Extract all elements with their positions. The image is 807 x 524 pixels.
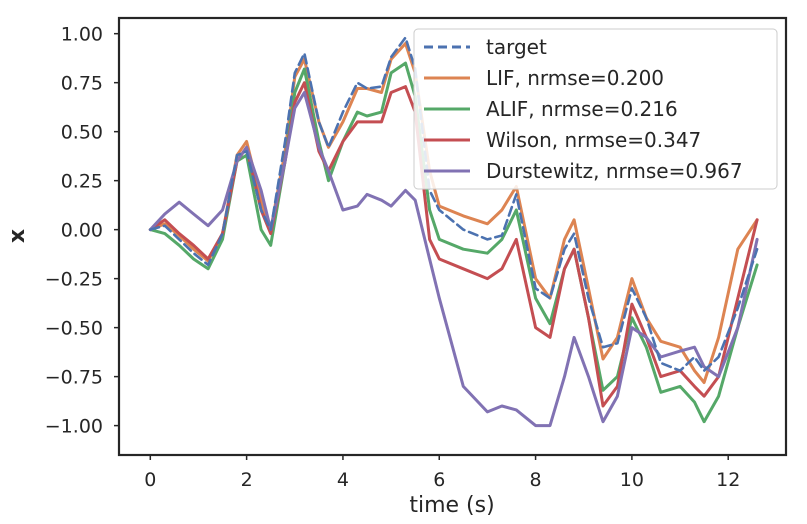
legend: target LIF, nrmse=0.200 ALIF, nrmse=0.216 W… [413, 28, 778, 190]
x-tick-label: 10 [620, 469, 644, 491]
x-tick-label: 6 [433, 469, 445, 491]
x-tick-label: 2 [241, 469, 253, 491]
legend-label: Wilson, nrmse=0.347 [486, 128, 701, 152]
x-tick-label: 8 [530, 469, 542, 491]
x-tick-label: 4 [337, 469, 349, 491]
y-tick-label: −0.75 [45, 367, 103, 389]
series-line-4 [148, 91, 759, 428]
y-tick-label: −0.50 [45, 318, 103, 340]
legend-label: target [486, 35, 547, 59]
x-tick-label: 0 [144, 469, 156, 491]
y-axis-label: x [5, 229, 30, 243]
y-tick-label: 0.50 [61, 122, 103, 144]
x-axis-label: time (s) [409, 493, 494, 518]
y-tick-label: −1.00 [45, 416, 103, 438]
y-tick-label: 0.75 [61, 73, 103, 95]
legend-box [413, 28, 778, 190]
legend-label: LIF, nrmse=0.200 [486, 66, 664, 90]
legend-label: ALIF, nrmse=0.216 [486, 97, 678, 121]
plot-frame [117, 16, 788, 457]
y-tick-label: −0.25 [45, 269, 103, 291]
x-tick-label: 12 [716, 469, 740, 491]
y-tick-label: 0.25 [61, 171, 103, 193]
y-tick-label: 0.00 [61, 220, 103, 242]
legend-label: Durstewitz, nrmse=0.967 [486, 159, 743, 183]
y-tick-label: 1.00 [61, 24, 103, 46]
